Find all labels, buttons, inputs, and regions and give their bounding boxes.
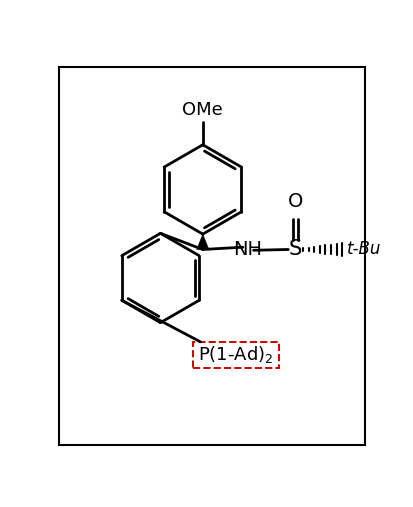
FancyBboxPatch shape [193, 342, 279, 368]
Text: P(1-Ad)$_2$: P(1-Ad)$_2$ [198, 344, 274, 366]
Text: OMe: OMe [183, 100, 223, 119]
Text: t-Bu: t-Bu [347, 240, 381, 259]
Text: O: O [287, 192, 303, 211]
Polygon shape [197, 234, 209, 249]
Text: S: S [289, 239, 302, 260]
Text: NH: NH [233, 240, 262, 259]
